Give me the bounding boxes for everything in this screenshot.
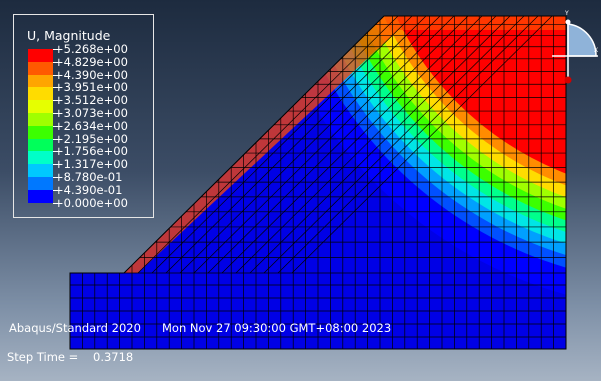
legend-tick — [53, 138, 58, 140]
legend-swatch — [28, 151, 53, 165]
legend-swatch — [28, 61, 53, 76]
mesh-line — [193, 16, 455, 274]
legend-value: +4.829e+00 — [54, 54, 128, 69]
mesh-line — [137, 16, 399, 274]
legend-tick — [53, 49, 58, 50]
triad-origin-icon — [564, 76, 572, 84]
mesh-line — [249, 16, 511, 274]
legend-title: U, Magnitude — [27, 28, 111, 43]
mesh-line — [221, 16, 483, 274]
mesh-line — [151, 16, 413, 274]
legend-value: +3.073e+00 — [54, 106, 128, 120]
legend-tick — [53, 151, 58, 153]
legend-swatch — [28, 164, 53, 178]
legend-value: +4.390e+00 — [54, 67, 128, 82]
legend-swatch — [28, 125, 53, 140]
triad-quarter-disc — [567, 23, 597, 57]
timestamp-label: Mon Nov 27 09:30:00 GMT+08:00 2023 — [162, 321, 392, 335]
step-time-value: 0.3718 — [93, 350, 134, 364]
legend-value: +5.268e+00 — [54, 42, 128, 56]
legend-value: +1.317e+00 — [54, 157, 128, 172]
legend-swatch — [28, 189, 53, 204]
legend-frame — [13, 14, 154, 218]
contour-band — [365, 16, 566, 195]
step-time-label: Step Time = — [7, 350, 79, 364]
legend-swatch — [28, 138, 53, 152]
mesh-line — [165, 16, 427, 274]
legend-swatch — [28, 74, 53, 88]
mesh-line — [207, 16, 469, 274]
legend-value: +1.756e+00 — [54, 144, 128, 159]
legend-tick — [53, 202, 58, 204]
legend-tick — [53, 164, 58, 166]
legend-value: +3.951e+00 — [54, 80, 128, 95]
legend-value: +3.512e+00 — [54, 93, 128, 108]
triad-y-tip-icon — [565, 19, 571, 25]
legend-tick — [53, 61, 58, 63]
solver-label: Abaqus/Standard 2020 — [9, 321, 141, 335]
triad-x-label: X — [594, 47, 598, 54]
model-outline — [69, 15, 567, 350]
mesh-line — [235, 16, 497, 274]
displacement-contour-bands — [124, 16, 566, 310]
mesh-line — [277, 16, 539, 274]
axis-triad: Y X — [552, 10, 598, 84]
mesh-line — [263, 16, 525, 274]
legend-swatch — [28, 100, 53, 114]
legend-tick — [53, 125, 58, 127]
triad-y-label: Y — [564, 10, 569, 17]
legend-value: +8.780e-01 — [54, 170, 123, 184]
legend-tick — [53, 113, 58, 114]
legend-value: +0.000e+00 — [54, 195, 128, 210]
legend-tick — [53, 100, 58, 102]
legend-tick — [53, 177, 58, 178]
mesh-line — [179, 16, 441, 274]
legend-tick — [53, 87, 58, 89]
legend-swatch — [28, 177, 53, 191]
mesh-line — [291, 16, 553, 274]
legend-tick — [53, 74, 58, 76]
surface-band — [124, 16, 566, 273]
legend-swatch — [28, 87, 53, 101]
legend-swatch — [28, 49, 53, 63]
legend-value: +4.390e-01 — [54, 182, 123, 197]
legend-swatch — [28, 113, 53, 127]
legend-tick — [53, 189, 58, 191]
legend-value: +2.634e+00 — [54, 118, 128, 133]
legend-value: +2.195e+00 — [54, 131, 128, 146]
